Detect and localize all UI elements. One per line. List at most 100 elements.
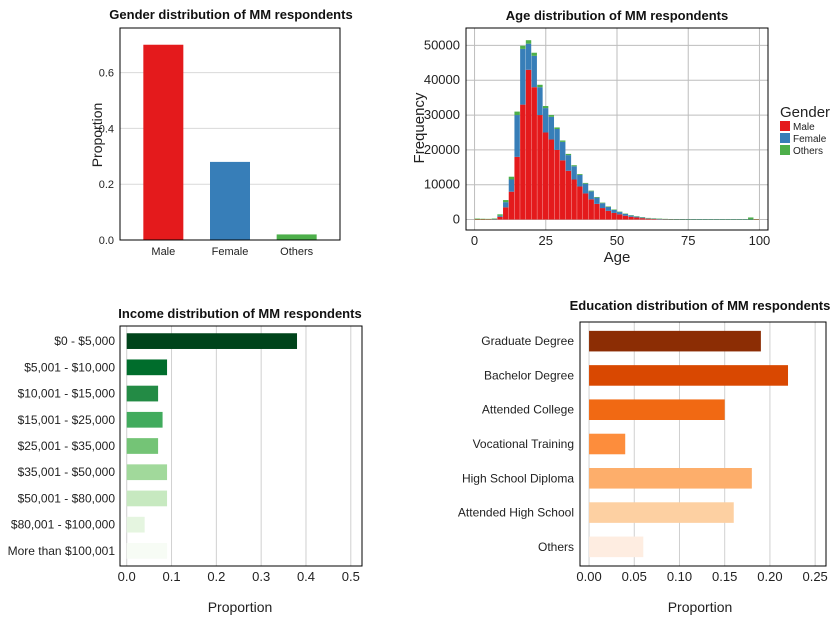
category-label: $50,001 - $80,000 — [18, 491, 116, 505]
histogram-bar-others — [605, 206, 612, 208]
x-tick-label: 0.20 — [757, 569, 782, 584]
income-x-axis-label: Proportion — [208, 599, 273, 615]
histogram-bar-female — [611, 209, 617, 213]
histogram-bar-others — [554, 127, 560, 129]
gender-chart: Gender distribution of MM respondents Pr… — [89, 7, 353, 258]
x-tick-label: 0 — [471, 233, 478, 248]
income-category-labels: $0 - $5,000 $5,001 - $10,000 $10,001 - $15… — [8, 334, 116, 558]
histogram-bar-others — [548, 115, 555, 117]
histogram-bar-male — [639, 218, 646, 220]
x-tick-label: 0.25 — [802, 569, 827, 584]
histogram-bar-male — [611, 212, 617, 220]
x-tick-label: 0.2 — [207, 569, 225, 584]
age-chart-title: Age distribution of MM respondents — [506, 8, 728, 23]
histogram-bar-male — [617, 214, 623, 220]
income-bars — [126, 333, 298, 559]
histogram-bar-others — [577, 174, 583, 175]
age-y-ticks: 0 10000 20000 30000 40000 50000 — [424, 37, 460, 226]
income-plot-frame — [119, 325, 363, 567]
histogram-bar-others — [560, 140, 566, 142]
education-plot-frame — [579, 321, 827, 567]
bar — [126, 543, 168, 559]
income-x-ticks: 0.0 0.1 0.2 0.3 0.4 0.5 — [118, 569, 360, 584]
legend-swatch-female — [780, 133, 790, 143]
histogram-bar-female — [582, 183, 589, 194]
x-tick-label: Female — [212, 246, 249, 258]
category-label: Attended College — [482, 403, 574, 417]
category-label: Vocational Training — [473, 437, 574, 451]
income-chart-title: Income distribution of MM respondents — [118, 306, 361, 321]
histogram-bar-female — [525, 43, 532, 70]
bar — [126, 411, 163, 428]
y-tick-label: 0.6 — [99, 68, 114, 80]
x-tick-label: 0.1 — [162, 569, 180, 584]
gender-chart-title: Gender distribution of MM respondents — [109, 7, 352, 22]
histogram-bar-male — [651, 218, 657, 220]
histogram-bar-male — [560, 160, 566, 220]
legend-title: Gender — [780, 104, 830, 121]
bar — [126, 464, 168, 481]
category-label: $10,001 - $15,000 — [18, 387, 116, 401]
x-tick-label: 0.5 — [342, 569, 360, 584]
legend-swatch-others — [780, 145, 790, 155]
histogram-bar-male — [628, 216, 634, 220]
histogram-bar-female — [605, 207, 612, 211]
age-histogram-bars — [474, 40, 760, 220]
x-tick-label: 25 — [539, 233, 553, 248]
histogram-bar-male — [565, 170, 572, 220]
histogram-bar-others — [508, 176, 515, 180]
x-tick-label: 50 — [610, 233, 624, 248]
histogram-bar-male — [577, 186, 583, 220]
category-label: $0 - $5,000 — [54, 334, 115, 348]
y-tick-label: 0.2 — [99, 179, 114, 191]
histogram-bar-male — [537, 115, 543, 220]
histogram-bar-female — [634, 216, 640, 218]
y-tick-label: 0.4 — [99, 123, 114, 135]
histogram-bar-female — [531, 55, 537, 88]
y-tick-label: 20000 — [424, 142, 460, 157]
bar-female — [210, 161, 250, 240]
histogram-bar-others — [497, 214, 503, 216]
histogram-bar-others — [565, 153, 572, 156]
category-label: Others — [538, 540, 574, 554]
education-chart: Education distribution of MM respondents… — [458, 298, 830, 615]
x-tick-label: 100 — [749, 233, 771, 248]
x-tick-label: 75 — [681, 233, 695, 248]
y-tick-label: 0 — [453, 212, 460, 227]
histogram-bar-male — [514, 156, 520, 220]
y-tick-label: 10000 — [424, 177, 460, 192]
histogram-bar-female — [577, 174, 583, 187]
histogram-bar-others — [571, 165, 577, 167]
histogram-bar-others — [531, 52, 537, 56]
histogram-bar-others — [537, 84, 543, 88]
histogram-bar-female — [565, 155, 572, 171]
gender-y-axis-label: Proportion — [89, 103, 105, 168]
histogram-bar-male — [605, 210, 612, 220]
histogram-bar-male — [554, 149, 560, 220]
histogram-bar-others — [542, 106, 549, 109]
histogram-bar-female — [639, 217, 646, 219]
histogram-bar-others — [520, 45, 526, 49]
bar — [589, 399, 725, 420]
histogram-bar-male — [588, 199, 594, 220]
histogram-bar-others — [525, 40, 532, 44]
histogram-bar-female — [542, 108, 549, 133]
histogram-bar-female — [548, 116, 555, 140]
histogram-bar-male — [548, 139, 555, 220]
legend-label: Female — [793, 134, 827, 145]
histogram-bar-male — [542, 132, 549, 220]
x-tick-label: 0.4 — [297, 569, 315, 584]
age-chart: Age distribution of MM respondents Frequ… — [411, 8, 830, 266]
category-label: High School Diploma — [462, 471, 574, 485]
histogram-bar-female — [497, 215, 503, 217]
y-tick-label: 30000 — [424, 107, 460, 122]
histogram-bar-others — [485, 218, 492, 220]
bar — [126, 385, 159, 402]
bar — [589, 433, 626, 455]
gender-plot-frame — [119, 27, 341, 241]
education-x-ticks: 0.00 0.05 0.10 0.15 0.20 0.25 — [576, 569, 827, 584]
category-label: $35,001 - $50,000 — [18, 465, 116, 479]
histogram-bar-male — [571, 179, 577, 220]
category-label: $15,001 - $25,000 — [18, 413, 116, 427]
